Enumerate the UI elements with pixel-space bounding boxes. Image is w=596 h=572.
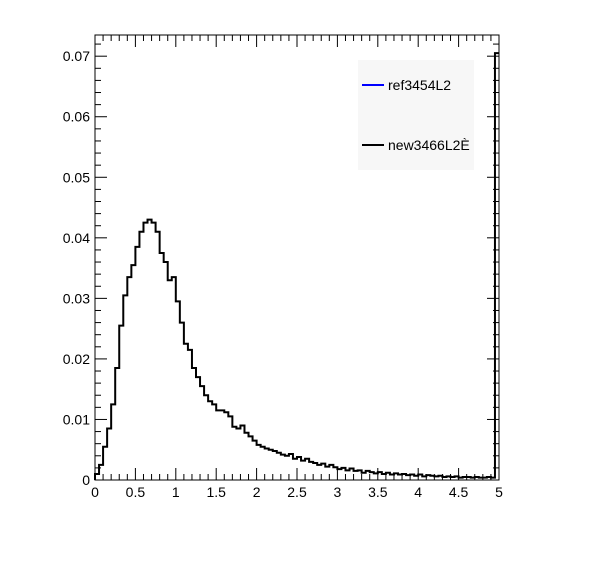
x-tick-label: 3 <box>334 484 342 500</box>
series-layer <box>94 52 499 480</box>
y-tick-label: 0.05 <box>63 169 90 185</box>
y-tick-label: 0.07 <box>63 48 90 64</box>
y-axis-tick-labels: 0 0.01 0.02 0.03 0.04 0.05 0.06 0.07 <box>63 48 90 488</box>
y-tick-label: 0 <box>82 472 90 488</box>
y-tick-label: 0.02 <box>63 351 90 367</box>
x-tick-label: 5 <box>495 484 503 500</box>
series-line-1 <box>94 52 499 480</box>
x-tick-label: 1 <box>172 484 180 500</box>
y-tick-label: 0.04 <box>63 230 90 246</box>
y-tick-label: 0.06 <box>63 109 90 125</box>
x-tick-label: 1.5 <box>206 484 226 500</box>
legend: ref3454L2 new3466L2È <box>358 60 474 170</box>
x-tick-label: 3.5 <box>368 484 388 500</box>
x-tick-label: 2.5 <box>287 484 307 500</box>
legend-box <box>358 60 474 170</box>
x-axis-tick-labels: 0 0.5 1 1.5 2 2.5 3 3.5 4 4.5 5 <box>91 484 503 500</box>
x-tick-label: 4.5 <box>449 484 469 500</box>
x-tick-label: 0 <box>91 484 99 500</box>
y-tick-label: 0.03 <box>63 290 90 306</box>
y-tick-label: 0.01 <box>63 411 90 427</box>
x-tick-label: 0.5 <box>126 484 146 500</box>
legend-label-new: new3466L2È <box>388 137 470 153</box>
x-tick-label: 4 <box>414 484 422 500</box>
legend-label-ref: ref3454L2 <box>388 77 451 93</box>
x-tick-label: 2 <box>253 484 261 500</box>
